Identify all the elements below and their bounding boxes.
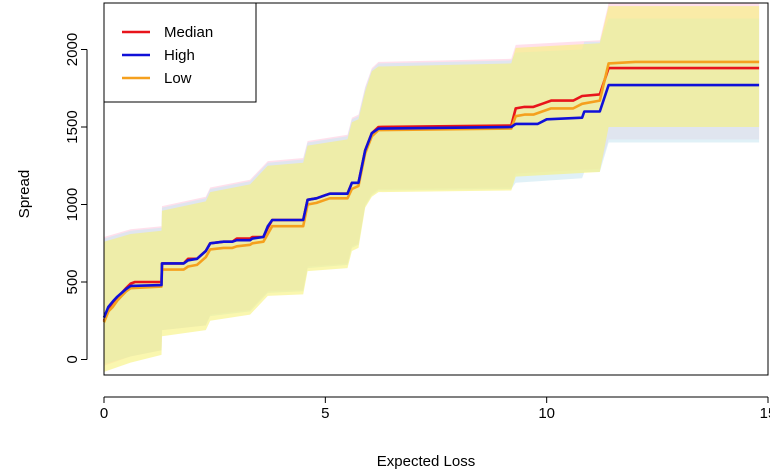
y-axis-title: Spread (16, 170, 33, 218)
series-lines (102, 60, 760, 323)
x-tick-label: 5 (321, 405, 329, 422)
y-tick-label: 2000 (64, 33, 81, 66)
plot-frame (103, 2, 769, 376)
legend-label-low: Low (164, 70, 192, 87)
y-tick-label: 1500 (64, 110, 81, 143)
x-axis-ticks: 0 5 10 15 (100, 397, 770, 422)
x-tick-label: 15 (760, 405, 770, 422)
y-axis-ticks: 0 500 1000 1500 2000 (64, 33, 87, 364)
band-3 (104, 6, 760, 372)
y-tick-label: 500 (64, 269, 81, 294)
x-tick-label: 10 (538, 405, 555, 422)
y-tick-label: 1000 (64, 188, 81, 221)
series-line-high (102, 83, 760, 319)
y-tick-label: 0 (64, 355, 81, 363)
x-axis-title: Expected Loss (377, 453, 475, 470)
legend-label-high: High (164, 47, 195, 64)
x-tick-label: 0 (100, 405, 108, 422)
legend-label-median: Median (164, 24, 213, 41)
legend: Median High Low (103, 2, 257, 103)
legend-box (103, 2, 257, 103)
